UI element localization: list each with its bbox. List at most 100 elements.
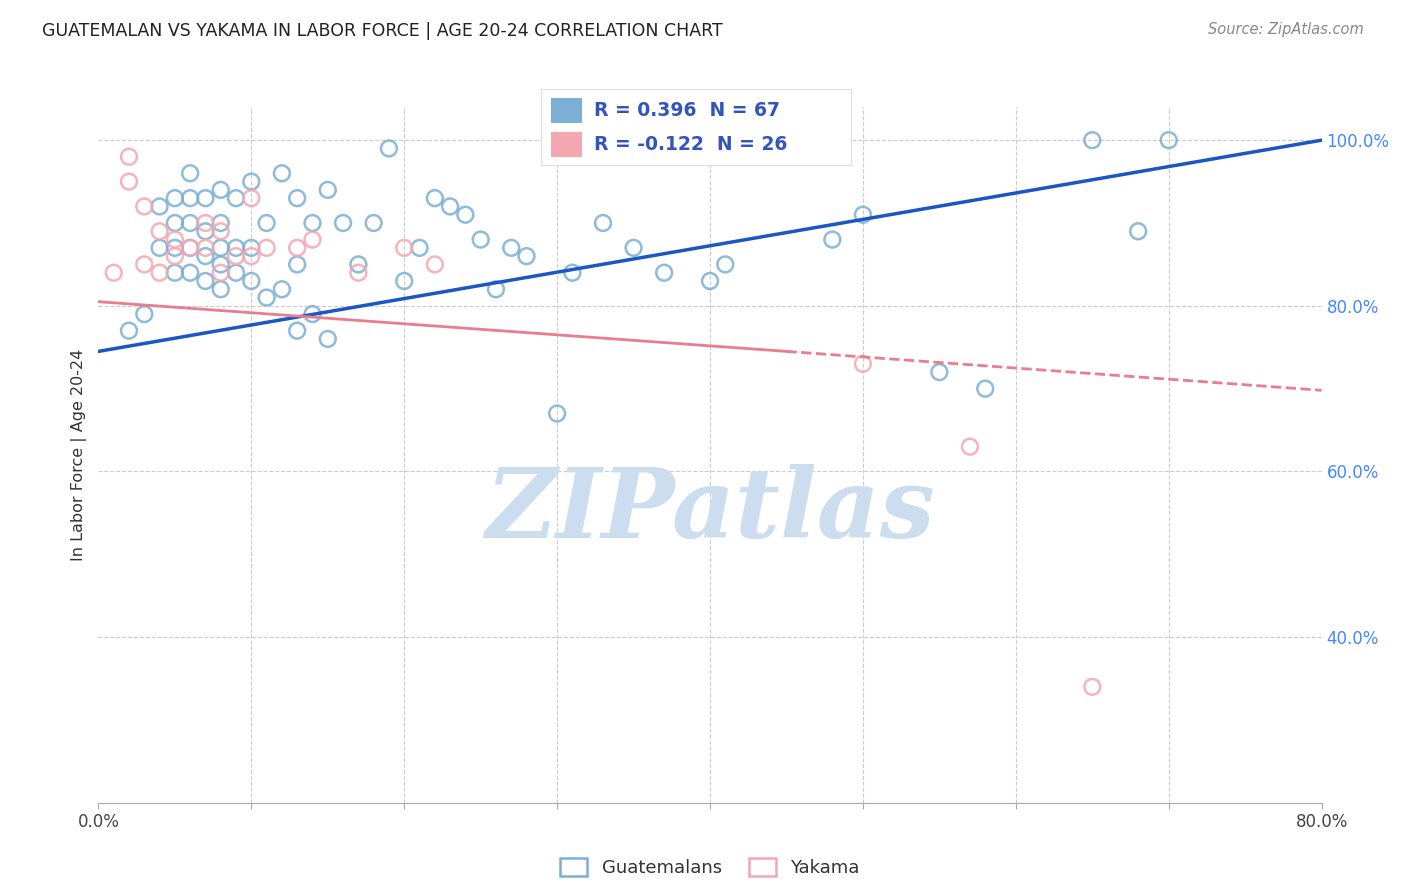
Point — [118, 324, 141, 338]
Point — [928, 365, 950, 379]
Point — [270, 282, 292, 296]
Point — [652, 266, 675, 280]
Point — [1157, 133, 1180, 147]
Point — [470, 233, 492, 247]
Point — [546, 407, 568, 421]
Point — [209, 224, 232, 238]
Point — [501, 241, 523, 255]
Point — [134, 307, 156, 321]
Point — [209, 282, 232, 296]
Point — [179, 191, 201, 205]
Point — [852, 357, 875, 371]
Point — [285, 257, 308, 271]
Point — [163, 191, 186, 205]
Text: Source: ZipAtlas.com: Source: ZipAtlas.com — [1208, 22, 1364, 37]
Point — [454, 208, 477, 222]
Point — [285, 324, 308, 338]
Point — [256, 216, 278, 230]
Point — [134, 199, 156, 213]
Point — [699, 274, 721, 288]
Point — [225, 241, 247, 255]
Point — [959, 440, 981, 454]
Text: R = -0.122  N = 26: R = -0.122 N = 26 — [593, 136, 787, 154]
Point — [347, 266, 370, 280]
Point — [163, 216, 186, 230]
Point — [149, 241, 172, 255]
Text: GUATEMALAN VS YAKAMA IN LABOR FORCE | AGE 20-24 CORRELATION CHART: GUATEMALAN VS YAKAMA IN LABOR FORCE | AG… — [42, 22, 723, 40]
Point — [194, 249, 217, 263]
Point — [118, 175, 141, 189]
Point — [209, 241, 232, 255]
Point — [439, 199, 461, 213]
Legend: Guatemalans, Yakama: Guatemalans, Yakama — [553, 850, 868, 884]
Y-axis label: In Labor Force | Age 20-24: In Labor Force | Age 20-24 — [72, 349, 87, 561]
Point — [392, 241, 416, 255]
Point — [423, 257, 446, 271]
Point — [179, 241, 201, 255]
Bar — [551, 98, 582, 123]
Point — [240, 241, 263, 255]
Point — [194, 241, 217, 255]
Point — [149, 266, 172, 280]
Point — [301, 307, 323, 321]
Point — [225, 266, 247, 280]
Point — [149, 199, 172, 213]
Point — [240, 274, 263, 288]
Point — [301, 233, 323, 247]
Point — [392, 274, 416, 288]
Point — [316, 183, 339, 197]
Point — [270, 166, 292, 180]
Point — [103, 266, 125, 280]
Point — [149, 224, 172, 238]
Point — [561, 266, 583, 280]
Point — [516, 249, 538, 263]
Point — [194, 224, 217, 238]
Point — [623, 241, 645, 255]
Point — [256, 241, 278, 255]
Point — [194, 191, 217, 205]
Point — [301, 216, 323, 230]
Point — [179, 241, 201, 255]
Point — [163, 249, 186, 263]
Point — [194, 216, 217, 230]
Point — [408, 241, 430, 255]
Point — [745, 141, 768, 155]
Point — [332, 216, 354, 230]
Point — [240, 175, 263, 189]
Point — [209, 216, 232, 230]
Point — [285, 241, 308, 255]
Point — [347, 257, 370, 271]
Point — [821, 233, 844, 247]
Text: ZIPatlas: ZIPatlas — [485, 464, 935, 558]
Point — [1081, 133, 1104, 147]
Point — [592, 216, 614, 230]
Point — [240, 191, 263, 205]
Point — [1128, 224, 1150, 238]
Point — [134, 257, 156, 271]
Point — [240, 249, 263, 263]
Bar — [551, 132, 582, 158]
Point — [714, 257, 737, 271]
Point — [852, 208, 875, 222]
Point — [285, 191, 308, 205]
Point — [363, 216, 385, 230]
Point — [316, 332, 339, 346]
Point — [209, 183, 232, 197]
Point — [974, 382, 997, 396]
Point — [209, 257, 232, 271]
Text: R = 0.396  N = 67: R = 0.396 N = 67 — [593, 102, 780, 120]
Point — [194, 274, 217, 288]
Point — [163, 233, 186, 247]
Point — [163, 266, 186, 280]
Point — [118, 150, 141, 164]
Point — [423, 191, 446, 205]
Point — [485, 282, 508, 296]
Point — [163, 241, 186, 255]
Point — [378, 141, 401, 155]
Point — [179, 266, 201, 280]
Point — [256, 291, 278, 305]
Point — [209, 266, 232, 280]
Point — [179, 166, 201, 180]
Point — [225, 191, 247, 205]
Point — [1081, 680, 1104, 694]
